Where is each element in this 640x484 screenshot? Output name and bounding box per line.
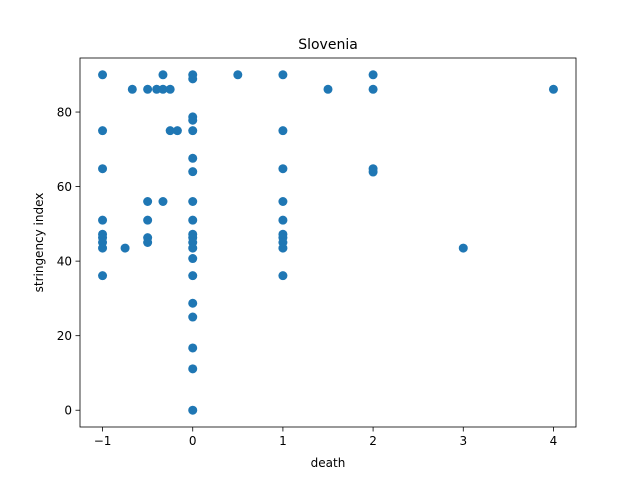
scatter-point	[548, 84, 558, 94]
scatter-point	[188, 364, 198, 374]
scatter-point	[143, 197, 153, 206]
scatter-point	[368, 167, 378, 177]
y-tick-label: 0	[64, 404, 72, 418]
scatter-point	[98, 215, 108, 225]
x-tick-label: −1	[94, 434, 112, 448]
scatter-point	[172, 126, 182, 136]
scatter-point	[120, 243, 130, 253]
scatter-point	[188, 243, 198, 253]
y-tick-label: 20	[57, 329, 72, 343]
x-tick-label: 4	[550, 434, 558, 448]
plot-frame	[79, 57, 577, 428]
scatter-point	[188, 271, 198, 281]
x-tick-label: 3	[459, 434, 467, 448]
scatter-point	[143, 84, 153, 94]
scatter-point	[188, 405, 198, 415]
scatter-point	[165, 126, 175, 136]
scatter-point	[278, 126, 288, 136]
scatter-point	[278, 70, 288, 80]
scatter-point	[143, 238, 153, 247]
scatter-point	[98, 164, 108, 174]
scatter-point	[188, 215, 198, 225]
scatter-point	[188, 254, 198, 264]
scatter-point	[278, 164, 288, 174]
scatter-point	[368, 84, 378, 94]
scatter-point	[323, 84, 333, 94]
scatter-point	[188, 74, 198, 84]
scatter-point	[188, 153, 198, 163]
y-axis-ticks: 0 20 40 60 80	[57, 106, 80, 418]
y-tick-label: 60	[57, 180, 72, 194]
scatter-point	[188, 126, 198, 136]
scatter-point	[188, 115, 198, 125]
scatter-point	[233, 70, 243, 80]
x-axis-label: death	[311, 456, 346, 470]
y-tick-label: 40	[57, 255, 72, 269]
scatter-point	[188, 167, 198, 177]
x-axis-ticks: −1 0 1 2 3 4	[94, 427, 558, 448]
scatter-point	[278, 215, 288, 225]
scatter-point	[188, 298, 198, 308]
scatter-point	[188, 312, 198, 322]
y-axis-label: stringency index	[32, 193, 46, 293]
x-tick-label: 0	[189, 434, 197, 448]
scatter-point	[188, 197, 198, 206]
scatter-point	[278, 243, 288, 253]
scatter-point	[158, 84, 168, 94]
scatter-point	[152, 84, 162, 94]
scatter-point	[165, 84, 175, 94]
y-tick-label: 80	[57, 106, 72, 120]
chart-title: Slovenia	[298, 37, 358, 53]
scatter-point	[368, 70, 378, 80]
x-tick-label: 1	[279, 434, 287, 448]
scatter-point	[98, 271, 108, 281]
scatter-point	[98, 243, 108, 253]
scatter-point	[278, 197, 288, 206]
scatter-point	[143, 215, 153, 225]
scatter-point	[98, 70, 108, 80]
scatter-point	[127, 84, 137, 94]
scatter-point	[188, 343, 198, 353]
scatter-point	[158, 70, 168, 80]
scatter-point	[278, 271, 288, 281]
scatter-point	[458, 243, 468, 253]
scatter-point	[158, 197, 168, 206]
data-points	[98, 70, 558, 415]
x-tick-label: 2	[369, 434, 377, 448]
scatter-point	[98, 126, 108, 136]
